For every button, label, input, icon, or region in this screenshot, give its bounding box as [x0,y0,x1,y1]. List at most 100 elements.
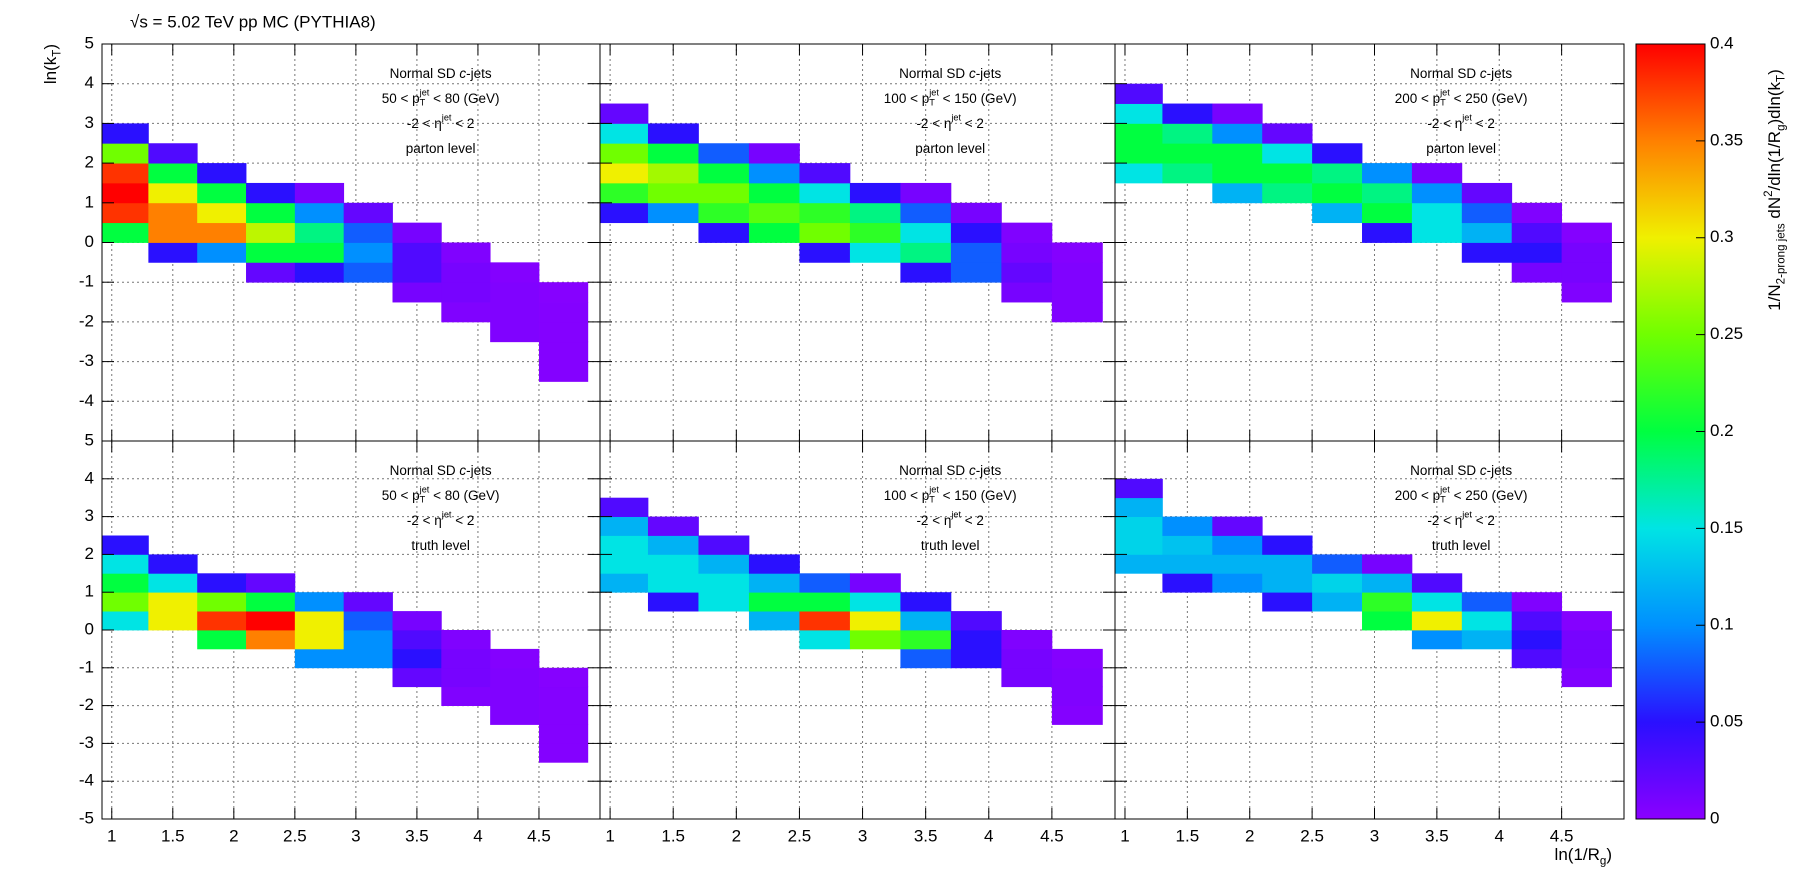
heatmap-cell [246,592,296,612]
heatmap-cell [490,686,540,706]
heatmap-cell [698,573,750,593]
text-part: jet [928,485,939,495]
panel-annotation: Normal SD c-jets [390,463,492,478]
heatmap-cell [600,535,649,555]
text-part: ) [1765,69,1784,75]
heatmap-cell [1561,282,1612,303]
heatmap-cell [294,648,345,669]
panel-annotation: -2 < ηjet < 2 [1427,113,1495,131]
text-part: < 250 (GeV) [1450,488,1528,503]
figure-title: √s = 5.02 TeV pp MC (PYTHIA8) [130,12,376,31]
text-part: jet [1439,485,1450,495]
heatmap-cell [538,686,589,706]
heatmap-cell [1461,611,1513,631]
heatmap-cell [1115,123,1163,144]
panel-annotation: 50 < pTjet < 80 (GeV) [382,88,500,108]
heatmap-cell [900,242,952,263]
heatmap-cell [849,630,901,650]
text-part: jet [950,510,961,520]
heatmap-cell [647,143,699,164]
y-tick-label: 2 [85,544,94,563]
heatmap-cell [1411,611,1463,631]
heatmap-cell [343,611,393,631]
text-part: -jets [1487,463,1513,478]
y-tick-label: 4 [85,468,94,487]
heatmap-cell [246,182,296,204]
text-part: 200 < p [1395,91,1440,106]
heatmap-cell [799,611,851,631]
heatmap-cell [1115,163,1163,184]
heatmap-cell [1312,182,1363,204]
text-part: 2 [1763,190,1775,196]
heatmap-cell [900,592,952,612]
heatmap-cell [1212,516,1263,536]
heatmap-cell [197,592,247,612]
heatmap-cell [148,202,198,224]
heatmap-cell [392,648,442,669]
heatmap-cell [1262,592,1313,612]
heatmap-cell [1162,143,1213,164]
heatmap-cell [197,163,247,184]
heatmap-cell [294,592,345,612]
heatmap-cell [1115,535,1163,555]
heatmap-cell [1561,262,1612,283]
x-tick-label: 4.5 [1040,826,1064,845]
panel-cells [102,535,589,763]
heatmap-cell [950,262,1002,283]
x-tick-label: 3.5 [914,826,938,845]
text-part: Normal SD [390,66,460,81]
text-part: < 2 [961,116,984,131]
heatmap-cell [441,242,491,263]
text-part: -2 < η [916,116,951,131]
heatmap-cell [1362,554,1413,574]
x-tick-label: 3 [1370,826,1379,845]
heatmap-cell [148,163,198,184]
heatmap-cell [1051,262,1103,283]
text-part: < 2 [1472,116,1495,131]
heatmap-cell [1362,163,1413,184]
text-part: < 80 (GeV) [429,91,499,106]
heatmap-cell [102,143,149,164]
heatmap-cell [647,182,699,204]
heatmap-cell [1312,592,1363,612]
colorbar-tick-label: 0.4 [1710,33,1734,52]
heatmap-cell [148,143,198,164]
heatmap-cell [246,262,296,283]
panel-annotation: parton level [1426,141,1496,156]
heatmap-cell [698,222,750,243]
heatmap-cell [1051,705,1103,725]
heatmap-cell [490,667,540,688]
heatmap-cell [900,262,952,283]
panel-annotation: truth level [921,538,980,553]
heatmap-cell [197,573,247,593]
text-part: T [1775,75,1787,82]
panel-annotation: Normal SD c-jets [899,66,1001,81]
colorbar [1635,43,1706,820]
heatmap-cell [1051,302,1103,323]
heatmap-cell [748,143,800,164]
heatmap-cell [538,667,589,688]
panel-annotation: truth level [1432,538,1491,553]
heatmap-cell [538,282,589,303]
text-part: -2 < η [1427,116,1462,131]
text-part: 200 < p [1395,488,1440,503]
heatmap-cell [1051,686,1103,706]
heatmap-cell [799,222,851,243]
heatmap-cell [950,202,1002,224]
x-tick-label: 4 [1495,826,1504,845]
heatmap-cell [1162,516,1213,536]
heatmap-cell [102,123,149,144]
heatmap-cell [698,182,750,204]
heatmap-cell [1212,535,1263,555]
heatmap-cell [600,573,649,593]
text-part: T [1440,98,1446,108]
text-part: < 80 (GeV) [429,488,499,503]
panel-annotation: -2 < ηjet < 2 [916,510,984,528]
heatmap-cell [799,182,851,204]
text-part: < 2 [451,116,474,131]
heatmap-cell [343,592,393,612]
text-part: parton level [915,141,985,156]
heatmap-cell [441,302,491,323]
y-tick-label: 0 [85,232,94,251]
colorbar-tick-label: 0.15 [1710,518,1743,537]
